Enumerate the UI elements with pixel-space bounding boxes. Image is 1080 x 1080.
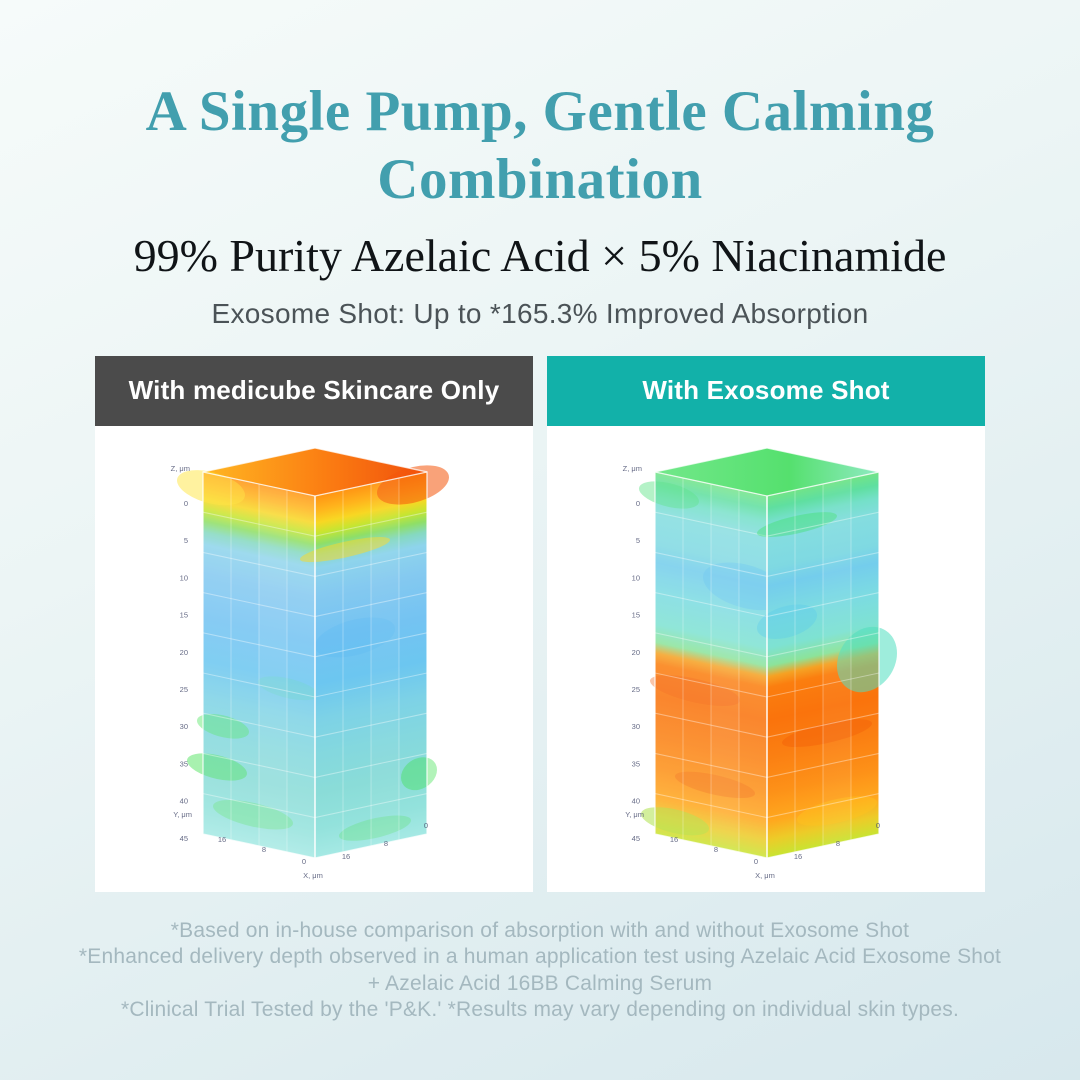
svg-text:16: 16 [670, 835, 678, 844]
svg-text:Y, μm: Y, μm [625, 810, 644, 819]
svg-text:15: 15 [632, 610, 640, 619]
svg-text:8: 8 [836, 839, 840, 848]
svg-text:Z, μm: Z, μm [171, 464, 190, 473]
svg-text:40: 40 [632, 796, 640, 805]
svg-text:25: 25 [180, 685, 188, 694]
panel-left-label: With medicube Skincare Only [128, 375, 500, 406]
svg-text:10: 10 [632, 573, 640, 582]
svg-text:5: 5 [636, 536, 640, 545]
svg-text:8: 8 [714, 845, 718, 854]
svg-text:X, μm: X, μm [303, 871, 323, 880]
svg-text:0: 0 [184, 499, 188, 508]
subtitle: 99% Purity Azelaic Acid × 5% Niacinamide [133, 229, 947, 281]
tagline: Exosome Shot: Up to *165.3% Improved Abs… [211, 297, 869, 329]
svg-text:0: 0 [302, 857, 306, 866]
svg-text:20: 20 [180, 648, 188, 657]
panel-right-body: Z, μm 0 5 10 15 20 25 30 35 40 45 Y, μm 16 8 0 16 8 0 X, μ… [547, 425, 985, 892]
main-title: A Single Pump, Gentle Calming Combinatio… [146, 78, 935, 215]
svg-text:0: 0 [636, 499, 640, 508]
svg-text:0: 0 [876, 821, 880, 830]
svg-text:0: 0 [754, 857, 758, 866]
svg-text:16: 16 [794, 852, 802, 861]
svg-text:8: 8 [262, 845, 266, 854]
panel-right-header: With Exosome Shot [547, 355, 985, 426]
svg-text:25: 25 [632, 685, 640, 694]
footnote-line-3: + Azelaic Acid 16BB Calming Serum [367, 971, 713, 995]
footnotes: *Based on in-house comparison of absorpt… [79, 918, 1001, 1024]
main-title-line1: A Single Pump, Gentle Calming [145, 80, 935, 143]
comparison-panels: With medicube Skincare Only [95, 355, 985, 892]
svg-text:16: 16 [342, 852, 350, 861]
svg-text:5: 5 [184, 536, 188, 545]
svg-text:Y, μm: Y, μm [173, 810, 192, 819]
axis-labels-left: Z, μm 0 5 10 15 20 25 30 35 40 45 Y, μm 16 8 0 16 8 0 X, μ… [171, 464, 428, 880]
footnote-line-4: *Clinical Trial Tested by the 'P&K.' *Re… [120, 998, 960, 1022]
svg-text:45: 45 [632, 834, 640, 843]
svg-text:8: 8 [384, 839, 388, 848]
panel-right-label: With Exosome Shot [642, 375, 890, 406]
footnote-line-2: *Enhanced delivery depth observed in a h… [78, 945, 1002, 969]
svg-text:16: 16 [218, 835, 226, 844]
panel-without-exosome: With medicube Skincare Only [95, 355, 533, 892]
axis-labels-right: Z, μm 0 5 10 15 20 25 30 35 40 45 Y, μm 16 8 0 16 8 0 X, μ… [623, 464, 880, 880]
svg-text:35: 35 [632, 759, 640, 768]
svg-text:10: 10 [180, 573, 188, 582]
svg-text:45: 45 [180, 834, 188, 843]
svg-text:35: 35 [180, 759, 188, 768]
absorption-plot-without-exosome: Z, μm 0 5 10 15 20 25 30 35 40 45 Y, μm 16 8 0 16 8 0 X, μ… [171, 447, 449, 880]
svg-text:Z, μm: Z, μm [623, 464, 642, 473]
panel-left-body: Z, μm 0 5 10 15 20 25 30 35 40 45 Y, μm 16 8 0 16 8 0 X, μ… [95, 425, 533, 892]
svg-text:30: 30 [180, 722, 188, 731]
absorption-plot-with-exosome: Z, μm 0 5 10 15 20 25 30 35 40 45 Y, μm 16 8 0 16 8 0 X, μ… [623, 447, 897, 880]
voxel-prism-left [177, 447, 449, 859]
svg-text:40: 40 [180, 796, 188, 805]
svg-text:30: 30 [632, 722, 640, 731]
footnote-line-1: *Based on in-house comparison of absorpt… [170, 918, 910, 942]
main-title-line2: Combination [377, 148, 703, 212]
svg-text:X, μm: X, μm [755, 871, 775, 880]
panel-with-exosome: With Exosome Shot [547, 355, 985, 892]
svg-text:0: 0 [424, 821, 428, 830]
svg-text:20: 20 [632, 648, 640, 657]
svg-text:15: 15 [180, 610, 188, 619]
voxel-prism-right [639, 447, 897, 859]
panel-left-header: With medicube Skincare Only [95, 355, 533, 426]
